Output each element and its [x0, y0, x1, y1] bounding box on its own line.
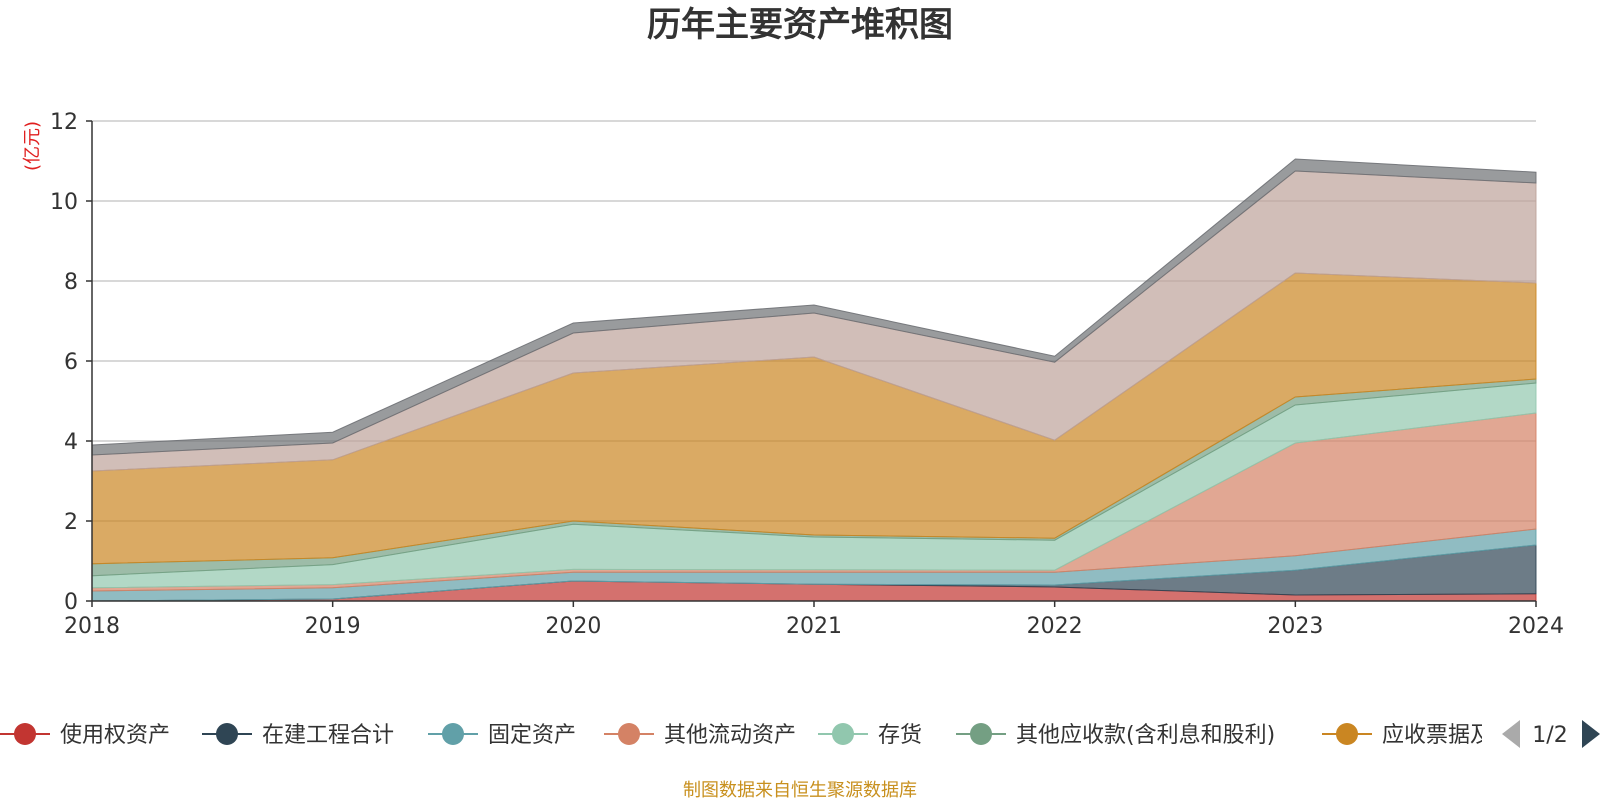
legend-marker-icon: [832, 723, 854, 745]
chart-title: 历年主要资产堆积图: [647, 5, 953, 45]
legend-marker-icon: [1336, 723, 1358, 745]
legend-item[interactable]: 固定资产: [428, 723, 576, 748]
y-axis-unit-label: (亿元): [22, 121, 43, 171]
legend-label: 存货: [878, 723, 922, 748]
legend-label: 其他应收款(含利息和股利): [1016, 723, 1275, 748]
legend-item[interactable]: 使用权资产: [0, 723, 170, 748]
legend-item[interactable]: 存货: [818, 723, 922, 748]
x-tick-label: 2018: [64, 614, 120, 639]
legend-item[interactable]: 在建工程合计: [202, 723, 394, 748]
x-axis-ticks: 2018 2019 2020 2021 2022 2023 2024: [64, 601, 1564, 639]
legend-item[interactable]: 应收票据及: [1322, 723, 1492, 748]
legend-marker-icon: [970, 723, 992, 745]
y-tick-label: 2: [64, 510, 78, 535]
legend-marker-icon: [14, 723, 36, 745]
legend-item[interactable]: 其他应收款(含利息和股利): [956, 723, 1275, 748]
x-tick-label: 2019: [305, 614, 361, 639]
legend-marker-icon: [216, 723, 238, 745]
data-source-note: 制图数据来自恒生聚源数据库: [683, 780, 917, 800]
series-areas: [91, 158, 1537, 602]
y-tick-label: 8: [64, 270, 78, 295]
legend-label: 其他流动资产: [664, 723, 796, 748]
legend-label: 在建工程合计: [262, 723, 394, 748]
x-tick-label: 2020: [545, 614, 601, 639]
legend-label: 使用权资产: [60, 723, 170, 748]
legend-item[interactable]: 其他流动资产: [604, 723, 796, 748]
legend-label: 应收票据及: [1382, 723, 1492, 748]
x-tick-label: 2024: [1508, 614, 1564, 639]
legend-label: 固定资产: [488, 723, 576, 748]
legend-pager: 1/2: [1502, 720, 1600, 748]
area-series-8: [91, 158, 1537, 456]
legend-prev-page-icon[interactable]: [1502, 720, 1520, 748]
legend: 使用权资产 在建工程合计 固定资产 其他流动资产 存货 其他应收款(含利息和股利) 应收票据…: [0, 723, 1492, 748]
y-tick-label: 6: [64, 350, 78, 375]
y-tick-label: 4: [64, 430, 78, 455]
legend-marker-icon: [618, 723, 640, 745]
x-tick-label: 2021: [786, 614, 842, 639]
y-tick-label: 12: [50, 110, 78, 135]
y-tick-label: 0: [64, 590, 78, 615]
legend-marker-icon: [442, 723, 464, 745]
y-axis-ticks: 0 2 4 6 8 10 12: [50, 110, 92, 615]
x-tick-label: 2023: [1267, 614, 1323, 639]
legend-page-indicator: 1/2: [1532, 723, 1567, 748]
legend-next-page-icon[interactable]: [1582, 720, 1600, 748]
y-tick-label: 10: [50, 190, 78, 215]
x-tick-label: 2022: [1027, 614, 1083, 639]
